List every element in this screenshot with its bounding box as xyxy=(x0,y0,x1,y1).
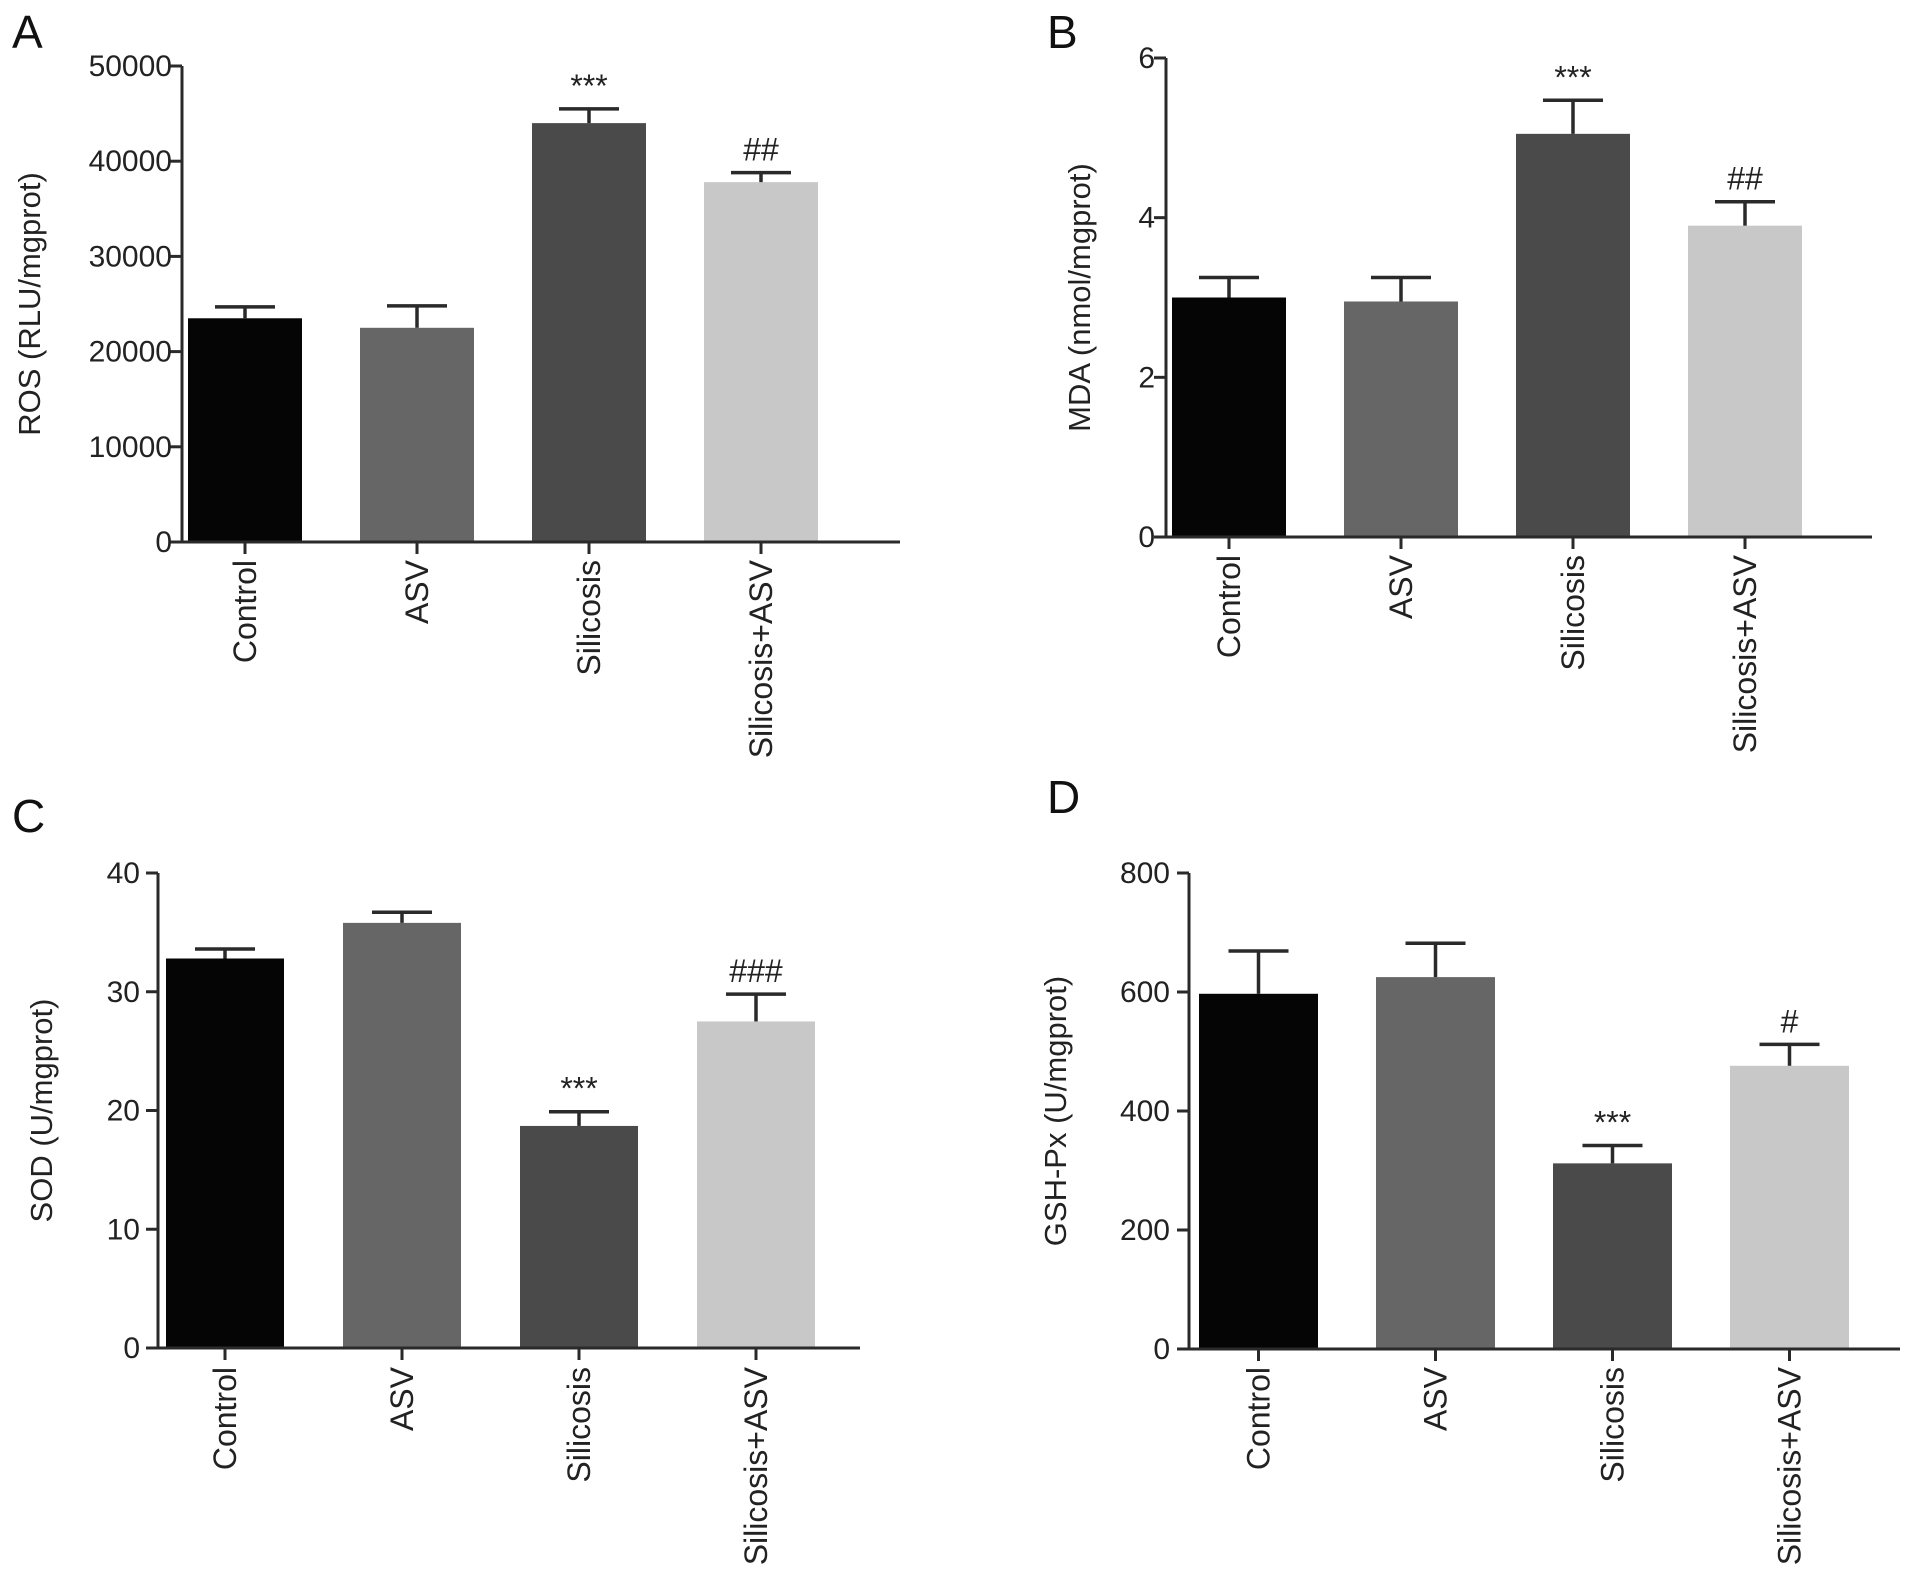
x-tick-label: Silicosis xyxy=(571,560,607,676)
bar xyxy=(1553,1163,1672,1348)
y-tick-label: 6 xyxy=(1138,42,1155,75)
significance-label: *** xyxy=(1594,1105,1631,1141)
x-tick-label: Silicosis+ASV xyxy=(1772,1366,1808,1565)
bar xyxy=(1172,297,1286,536)
y-tick-label: 40000 xyxy=(89,145,172,178)
bar xyxy=(532,123,646,541)
bar xyxy=(520,1125,638,1347)
significance-label: # xyxy=(1781,1003,1799,1039)
y-tick-label: 4 xyxy=(1138,202,1155,235)
significance-label: *** xyxy=(1554,59,1591,95)
y-tick-label: 30000 xyxy=(89,240,172,273)
x-tick-label: Control xyxy=(227,560,263,663)
y-axis-label: SOD (U/mgprot) xyxy=(24,999,59,1223)
x-tick-label: ASV xyxy=(399,559,435,624)
y-tick-label: 50000 xyxy=(89,50,172,83)
x-tick-label: ASV xyxy=(1418,1366,1454,1431)
bar xyxy=(697,1021,815,1347)
y-tick-label: 2 xyxy=(1138,361,1155,394)
bar xyxy=(1376,977,1495,1348)
y-tick-label: 400 xyxy=(1120,1095,1170,1128)
bar xyxy=(343,922,461,1347)
y-axis-label: ROS (RLU/mgprot) xyxy=(12,172,47,436)
y-tick-label: 10000 xyxy=(89,431,172,464)
panel-letter: D xyxy=(1047,771,1080,823)
panel-letter: A xyxy=(12,6,43,58)
significance-label: *** xyxy=(560,1071,597,1107)
y-tick-label: 20 xyxy=(107,1095,140,1128)
bar xyxy=(1688,225,1802,536)
x-tick-label: Silicosis xyxy=(1595,1367,1631,1483)
x-tick-label: Silicosis xyxy=(561,1367,597,1483)
x-tick-label: Control xyxy=(1241,1367,1277,1470)
y-tick-label: 800 xyxy=(1120,857,1170,890)
significance-label: *** xyxy=(570,68,607,104)
y-axis-label: GSH-Px (U/mgprot) xyxy=(1038,976,1073,1246)
y-tick-label: 10 xyxy=(107,1213,140,1246)
panel-b-chart: B 0 2 4 6 MDA (nmol/mgprot) Control ASV Silicosi… xyxy=(1047,6,1872,753)
x-tick-label: ASV xyxy=(1383,554,1419,619)
x-tick-label: Silicosis+ASV xyxy=(743,559,779,758)
bar xyxy=(188,318,302,541)
x-tick-label: ASV xyxy=(384,1366,420,1431)
x-tick-label: Silicosis+ASV xyxy=(738,1366,774,1565)
y-tick-label: 200 xyxy=(1120,1214,1170,1247)
y-tick-label: 0 xyxy=(1138,521,1155,554)
bar xyxy=(166,958,284,1347)
significance-label: ### xyxy=(729,953,783,989)
x-tick-label: Silicosis xyxy=(1555,555,1591,671)
significance-label: ## xyxy=(1727,161,1763,197)
y-tick-label: 0 xyxy=(155,526,172,559)
panel-letter: C xyxy=(12,790,45,842)
bar xyxy=(360,327,474,541)
panel-d-chart: D 0 200 400 600 800 GSH-Px (U/mgprot) Control AS… xyxy=(1038,771,1900,1565)
x-tick-label: Control xyxy=(207,1367,243,1470)
y-tick-label: 0 xyxy=(123,1332,140,1365)
y-axis-label: MDA (nmol/mgprot) xyxy=(1062,163,1097,432)
significance-label: ## xyxy=(743,132,779,168)
y-tick-label: 20000 xyxy=(89,336,172,369)
y-tick-label: 30 xyxy=(107,976,140,1009)
x-tick-label: Control xyxy=(1211,555,1247,658)
bar xyxy=(1344,301,1458,536)
panel-a-chart: A 0 10000 20000 30000 40000 50000 ROS (RLU/mgpr… xyxy=(12,6,900,758)
x-tick-label: Silicosis+ASV xyxy=(1727,554,1763,753)
bar xyxy=(1516,133,1630,536)
bar xyxy=(704,182,818,541)
y-tick-label: 40 xyxy=(107,857,140,890)
panel-c-chart: C 0 10 20 30 40 SOD (U/mgprot) Control ASV Silico… xyxy=(12,790,860,1565)
bar xyxy=(1730,1065,1849,1348)
panel-letter: B xyxy=(1047,6,1078,58)
bar xyxy=(1199,993,1318,1348)
y-tick-label: 0 xyxy=(1153,1333,1170,1366)
y-tick-label: 600 xyxy=(1120,976,1170,1009)
